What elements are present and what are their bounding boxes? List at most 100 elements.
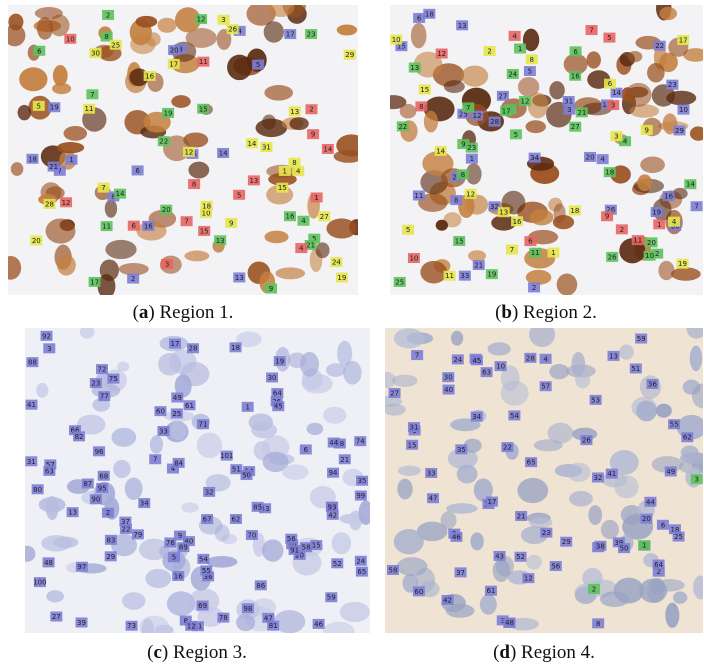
marker-label: 5	[256, 61, 260, 69]
marker-label: 17	[679, 36, 688, 44]
marker-label: 29	[562, 538, 571, 546]
marker-label: 30	[268, 374, 277, 382]
cell	[19, 67, 47, 91]
cell	[637, 174, 652, 191]
cell	[640, 156, 665, 173]
marker-label: 28	[526, 354, 535, 362]
marker-label: 10	[496, 363, 505, 371]
caption: (c) Region 3.	[27, 642, 367, 664]
marker-label: 5	[172, 554, 176, 562]
cell	[446, 503, 478, 514]
marker-label: 14	[247, 140, 256, 148]
cell	[398, 466, 421, 476]
marker-label: 21	[340, 456, 349, 464]
marker-label: 99	[356, 492, 365, 500]
marker-label: 12	[473, 112, 482, 120]
cell	[36, 383, 48, 398]
marker-label: 14	[612, 89, 621, 97]
marker-label: 73	[127, 622, 136, 630]
marker-label: 2	[592, 585, 596, 593]
marker-label: 35	[358, 477, 367, 485]
marker-label: 77	[100, 393, 109, 401]
marker-label: 88	[28, 359, 37, 367]
marker-label: 34	[140, 500, 149, 508]
caption-letter: a	[139, 302, 149, 323]
cell	[567, 463, 590, 482]
marker-label: 61	[486, 587, 495, 595]
marker-label: 85	[253, 503, 262, 511]
marker-label: 80	[33, 486, 42, 494]
marker-label: 57	[541, 383, 550, 391]
cell	[672, 188, 687, 199]
cell	[315, 242, 329, 258]
marker-label: 2	[106, 11, 110, 19]
marker-label: 19	[337, 274, 346, 282]
marker-label: 12	[197, 16, 206, 24]
marker-label: 19	[652, 209, 661, 217]
marker-label: 7	[184, 218, 188, 226]
marker-label: 26	[582, 437, 591, 445]
marker-label: 3	[221, 16, 225, 24]
marker-label: 9	[461, 141, 465, 149]
cell	[549, 364, 569, 379]
cell	[130, 35, 156, 54]
marker-label: 13	[458, 22, 467, 30]
caption: (a) Region 1.	[13, 302, 353, 324]
cell	[53, 537, 78, 548]
marker-label: 5	[514, 131, 518, 139]
marker-label: 11	[102, 223, 111, 231]
marker-label: 42	[328, 511, 337, 519]
marker-label: 50	[242, 472, 251, 480]
marker-label: 12	[437, 50, 446, 58]
marker-label: 25	[111, 41, 120, 49]
cell	[572, 352, 586, 376]
marker-label: 21	[306, 242, 315, 250]
cell	[671, 267, 701, 280]
marker-label: 23	[467, 144, 476, 152]
marker-label: 27	[390, 390, 399, 398]
cell	[105, 199, 117, 217]
cell	[4, 24, 25, 46]
marker-label: 18	[425, 10, 434, 18]
marker-label: 83	[106, 536, 115, 544]
marker-label: 4	[512, 32, 517, 40]
marker-label: 32	[593, 474, 602, 482]
cell	[359, 500, 374, 524]
marker-label: 12	[184, 148, 193, 156]
cell	[53, 65, 68, 86]
cell	[52, 83, 71, 94]
cell	[636, 400, 657, 421]
marker-label: 55	[202, 567, 211, 575]
marker-label: 16	[174, 572, 183, 580]
cell	[300, 352, 319, 377]
marker-label: 19	[164, 109, 173, 117]
marker-label: 79	[133, 531, 142, 539]
marker-label: 56	[551, 562, 560, 570]
marker-label: 5	[406, 226, 410, 234]
marker-label: 65	[357, 568, 366, 576]
cell	[480, 594, 497, 614]
cell	[275, 267, 305, 279]
marker-label: 22	[159, 138, 168, 146]
cell	[167, 591, 195, 616]
marker-label: 16	[286, 213, 295, 221]
micrograph: 1234567891011121314151617181920212223242…	[19, 325, 373, 640]
marker-label: 6	[573, 48, 578, 56]
caption-letter: c	[153, 642, 161, 663]
figure: 1234567813141516171819202124567891112131…	[0, 0, 704, 669]
marker-label: 2	[309, 106, 313, 114]
marker-label: 60	[414, 588, 423, 596]
marker-label: 24	[453, 356, 462, 364]
cell	[46, 218, 76, 243]
marker-label: 7	[153, 456, 157, 464]
marker-label: 43	[495, 552, 504, 560]
cell	[251, 422, 277, 438]
marker-label: 33	[460, 272, 469, 280]
cell	[658, 261, 674, 280]
marker-label: 21	[49, 163, 58, 171]
marker-label: 51	[232, 466, 241, 474]
marker-label: 13	[68, 509, 77, 517]
cell	[625, 83, 651, 107]
cell	[673, 591, 687, 603]
marker-label: 45	[472, 357, 481, 365]
